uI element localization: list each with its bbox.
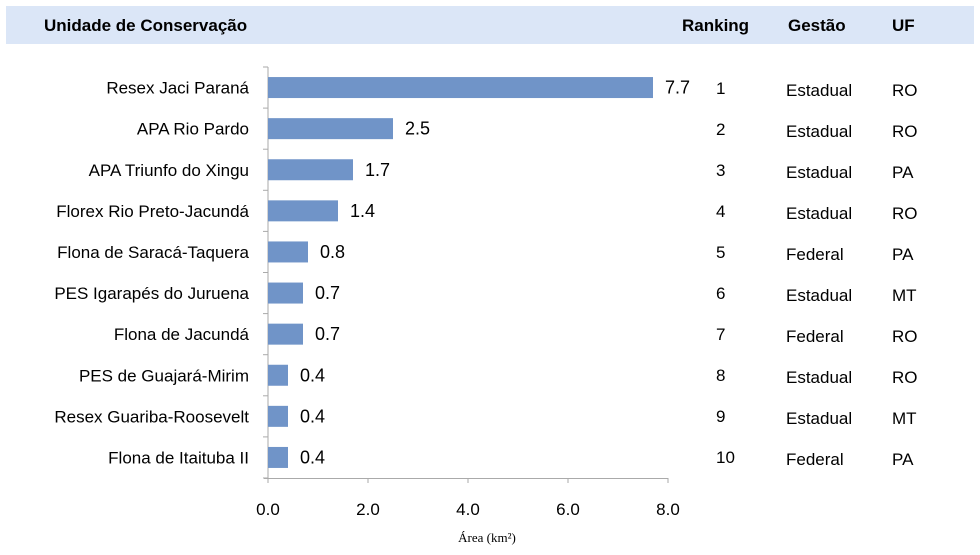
bar xyxy=(268,282,303,304)
ranking-cell: 7 xyxy=(716,325,726,344)
x-tick-label: 6.0 xyxy=(556,500,580,519)
gestao-cell: Estadual xyxy=(786,286,853,305)
header-ranking-label: Ranking xyxy=(682,16,750,35)
x-tick-label: 0.0 xyxy=(256,500,280,519)
gestao-cell: Estadual xyxy=(786,368,853,387)
ranking-cell: 1 xyxy=(716,79,726,98)
data-label: 0.8 xyxy=(320,242,345,262)
bar xyxy=(268,77,653,99)
category-label: Flona de Itaituba II xyxy=(108,448,249,467)
x-tick-label: 8.0 xyxy=(656,500,680,519)
category-label: Flona de Jacundá xyxy=(114,325,250,344)
bar xyxy=(268,405,288,427)
ranking-cell: 8 xyxy=(716,366,726,385)
bar xyxy=(268,200,338,222)
uf-cell: PA xyxy=(892,450,914,469)
gestao-cell: Federal xyxy=(786,245,844,264)
uf-cell: RO xyxy=(892,204,918,223)
bar xyxy=(268,446,288,468)
bar xyxy=(268,323,303,345)
bar xyxy=(268,159,353,181)
data-label: 0.7 xyxy=(315,324,340,344)
bar xyxy=(268,118,393,140)
x-tick-label: 4.0 xyxy=(456,500,480,519)
category-label: Florex Rio Preto-Jacundá xyxy=(56,202,249,221)
data-label: 2.5 xyxy=(405,119,430,139)
gestao-cell: Estadual xyxy=(786,409,853,428)
header-uf-label: UF xyxy=(892,16,915,35)
uf-cell: RO xyxy=(892,122,918,141)
category-label: APA Triunfo do Xingu xyxy=(89,161,249,180)
category-label: PES Igarapés do Juruena xyxy=(54,284,249,303)
category-label: APA Rio Pardo xyxy=(137,120,249,139)
ranking-cell: 10 xyxy=(716,448,735,467)
gestao-cell: Estadual xyxy=(786,204,853,223)
category-label: Resex Jaci Paraná xyxy=(106,79,249,98)
x-axis-label: Área (km²) xyxy=(458,530,516,545)
data-label: 7.7 xyxy=(665,78,690,98)
gestao-cell: Federal xyxy=(786,327,844,346)
header-gestao-label: Gestão xyxy=(788,16,846,35)
ranking-cell: 5 xyxy=(716,243,726,262)
ranking-cell: 2 xyxy=(716,120,726,139)
uf-cell: MT xyxy=(892,286,917,305)
data-label: 0.4 xyxy=(300,447,325,467)
data-label: 0.4 xyxy=(300,406,325,426)
bar xyxy=(268,241,308,263)
uf-cell: MT xyxy=(892,409,917,428)
data-label: 1.7 xyxy=(365,160,390,180)
gestao-cell: Estadual xyxy=(786,81,853,100)
category-label: Resex Guariba-Roosevelt xyxy=(54,407,249,426)
ranking-cell: 9 xyxy=(716,407,726,426)
data-label: 0.7 xyxy=(315,283,340,303)
x-tick-label: 2.0 xyxy=(356,500,380,519)
ranking-cell: 3 xyxy=(716,161,726,180)
uf-cell: RO xyxy=(892,81,918,100)
uf-cell: RO xyxy=(892,327,918,346)
uf-cell: PA xyxy=(892,163,914,182)
bar xyxy=(268,364,288,386)
gestao-cell: Federal xyxy=(786,450,844,469)
header-unit-label: Unidade de Conservação xyxy=(44,16,248,35)
uf-cell: PA xyxy=(892,245,914,264)
ranking-cell: 4 xyxy=(716,202,726,221)
category-label: PES de Guajará-Mirim xyxy=(79,366,249,385)
table-header xyxy=(6,6,974,44)
uf-cell: RO xyxy=(892,368,918,387)
gestao-cell: Estadual xyxy=(786,163,853,182)
category-label: Flona de Saracá-Taquera xyxy=(57,243,249,262)
ranking-cell: 6 xyxy=(716,284,726,303)
data-label: 0.4 xyxy=(300,365,325,385)
data-label: 1.4 xyxy=(350,201,375,221)
gestao-cell: Estadual xyxy=(786,122,853,141)
